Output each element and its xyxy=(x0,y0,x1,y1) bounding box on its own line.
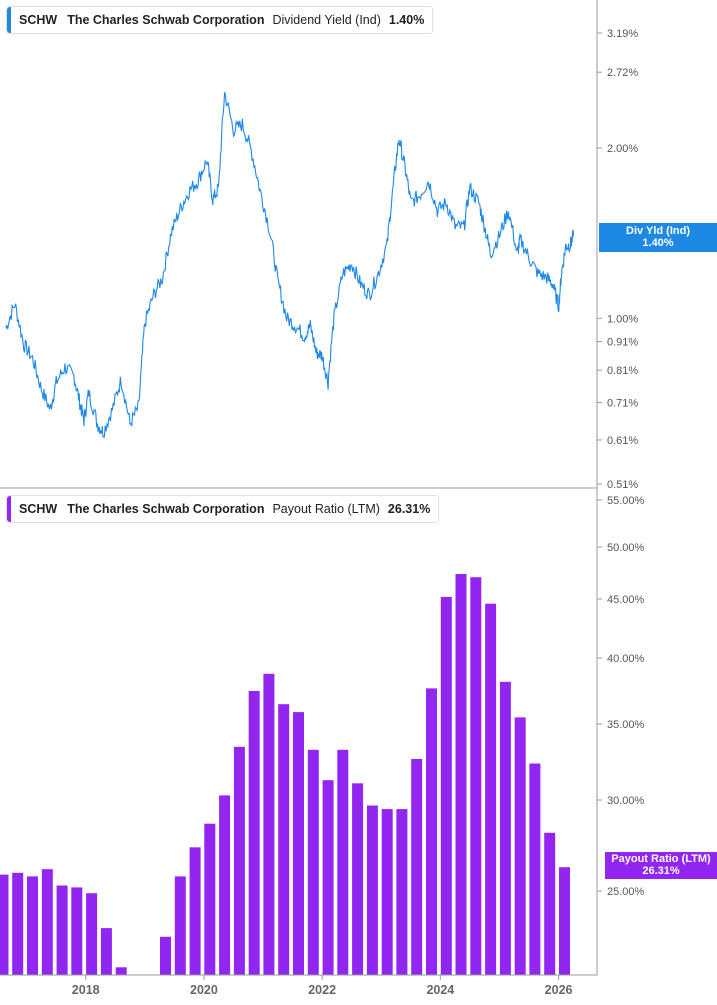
payout-bar xyxy=(381,809,393,975)
x-tick-label: 2022 xyxy=(308,983,336,997)
x-axis: 2018 2020 2022 2024 2026 xyxy=(0,974,597,997)
payout-bar xyxy=(248,691,260,975)
payout-ratio-panel: 55.00% 50.00% 45.00% 40.00% 35.00% 30.00% 25.0… xyxy=(0,488,645,975)
payout-bar xyxy=(322,780,334,975)
payout-bar xyxy=(529,763,541,975)
payout-bar xyxy=(455,574,467,975)
y-tick-label: 2.72% xyxy=(607,67,638,79)
y-tick-label: 55.00% xyxy=(607,495,645,507)
x-tick-label: 2020 xyxy=(190,983,218,997)
payout-bar xyxy=(544,832,556,975)
payout-bar xyxy=(485,603,497,975)
y-tick-label: 0.81% xyxy=(607,365,638,377)
payout-bar xyxy=(0,874,9,975)
company-label: The Charles Schwab Corporation xyxy=(67,502,265,516)
payout-bar xyxy=(559,867,570,975)
payout-ratio-legend: SCHW The Charles Schwab Corporation Payo… xyxy=(6,495,440,523)
y-tick-label: 0.71% xyxy=(607,398,638,410)
payout-bar xyxy=(396,809,408,975)
payout-bar xyxy=(86,893,98,975)
x-tick-label: 2018 xyxy=(72,983,100,997)
metric-value: 26.31% xyxy=(387,502,431,516)
ticker-label: SCHW xyxy=(19,502,58,516)
company-label: The Charles Schwab Corporation xyxy=(67,13,265,27)
payout-bar xyxy=(352,783,364,975)
y-tick-label: 25.00% xyxy=(607,886,645,898)
payout-bar xyxy=(307,749,319,975)
payout-bar xyxy=(56,885,68,975)
series-color-swatch xyxy=(7,496,11,522)
payout-bar xyxy=(440,596,452,975)
y-tick-label: 3.19% xyxy=(607,28,638,40)
ticker-label: SCHW xyxy=(19,13,58,27)
payout-bar xyxy=(12,872,24,975)
y-tick-label: 2.00% xyxy=(607,143,638,155)
current-payout-tag: Payout Ratio (LTM) 26.31% xyxy=(605,852,717,879)
y-tick-label: 30.00% xyxy=(607,795,645,807)
payout-bar xyxy=(499,681,511,975)
x-tick-label: 2024 xyxy=(426,983,454,997)
tag-label: Payout Ratio (LTM) xyxy=(611,853,711,865)
metric-label: Dividend Yield (Ind) xyxy=(272,13,381,27)
tag-value: 26.31% xyxy=(642,865,680,877)
y-tick-label: 1.00% xyxy=(607,313,638,325)
payout-bar xyxy=(71,887,83,975)
payout-bar xyxy=(366,805,378,975)
payout-bar xyxy=(293,712,304,975)
payout-bar xyxy=(411,759,423,975)
payout-bar xyxy=(337,749,349,975)
y-tick-label: 0.51% xyxy=(607,479,638,491)
metric-value: 1.40% xyxy=(388,13,425,27)
payout-bar xyxy=(27,876,38,975)
dividend-yield-line xyxy=(5,91,574,438)
metric-label: Payout Ratio (LTM) xyxy=(272,502,380,516)
payout-bar xyxy=(189,847,201,975)
payout-bar xyxy=(115,967,127,975)
y-tick-label: 40.00% xyxy=(607,653,645,665)
payout-bar xyxy=(41,869,53,975)
payout-bar xyxy=(204,823,216,975)
current-yield-tag: Div Yld (Ind) 1.40% xyxy=(599,223,717,252)
y-tick-label: 0.61% xyxy=(607,435,638,447)
x-tick-label: 2026 xyxy=(545,983,573,997)
dividend-yield-legend: SCHW The Charles Schwab Corporation Divi… xyxy=(6,6,434,34)
payout-bar xyxy=(426,688,437,975)
y-tick-label: 50.00% xyxy=(607,542,645,554)
payout-bar xyxy=(263,673,275,975)
payout-bar xyxy=(278,704,290,975)
payout-bar xyxy=(160,936,171,975)
payout-bar xyxy=(233,746,245,975)
y-tick-label: 35.00% xyxy=(607,719,645,731)
y-tick-label: 0.91% xyxy=(607,337,638,349)
payout-bar xyxy=(514,717,526,975)
tag-label: Div Yld (Ind) xyxy=(626,225,690,237)
dividend-yield-panel: 3.19% 2.72% 2.00% 1.00% 0.91% 0.81% 0.71% 0.61%… xyxy=(0,0,638,491)
payout-bar xyxy=(219,795,231,975)
payout-bar xyxy=(470,577,482,975)
tag-value: 1.40% xyxy=(642,237,674,249)
payout-bar xyxy=(174,876,186,975)
y-tick-label: 45.00% xyxy=(607,594,645,606)
payout-bar xyxy=(100,928,112,975)
series-color-swatch xyxy=(7,7,11,33)
